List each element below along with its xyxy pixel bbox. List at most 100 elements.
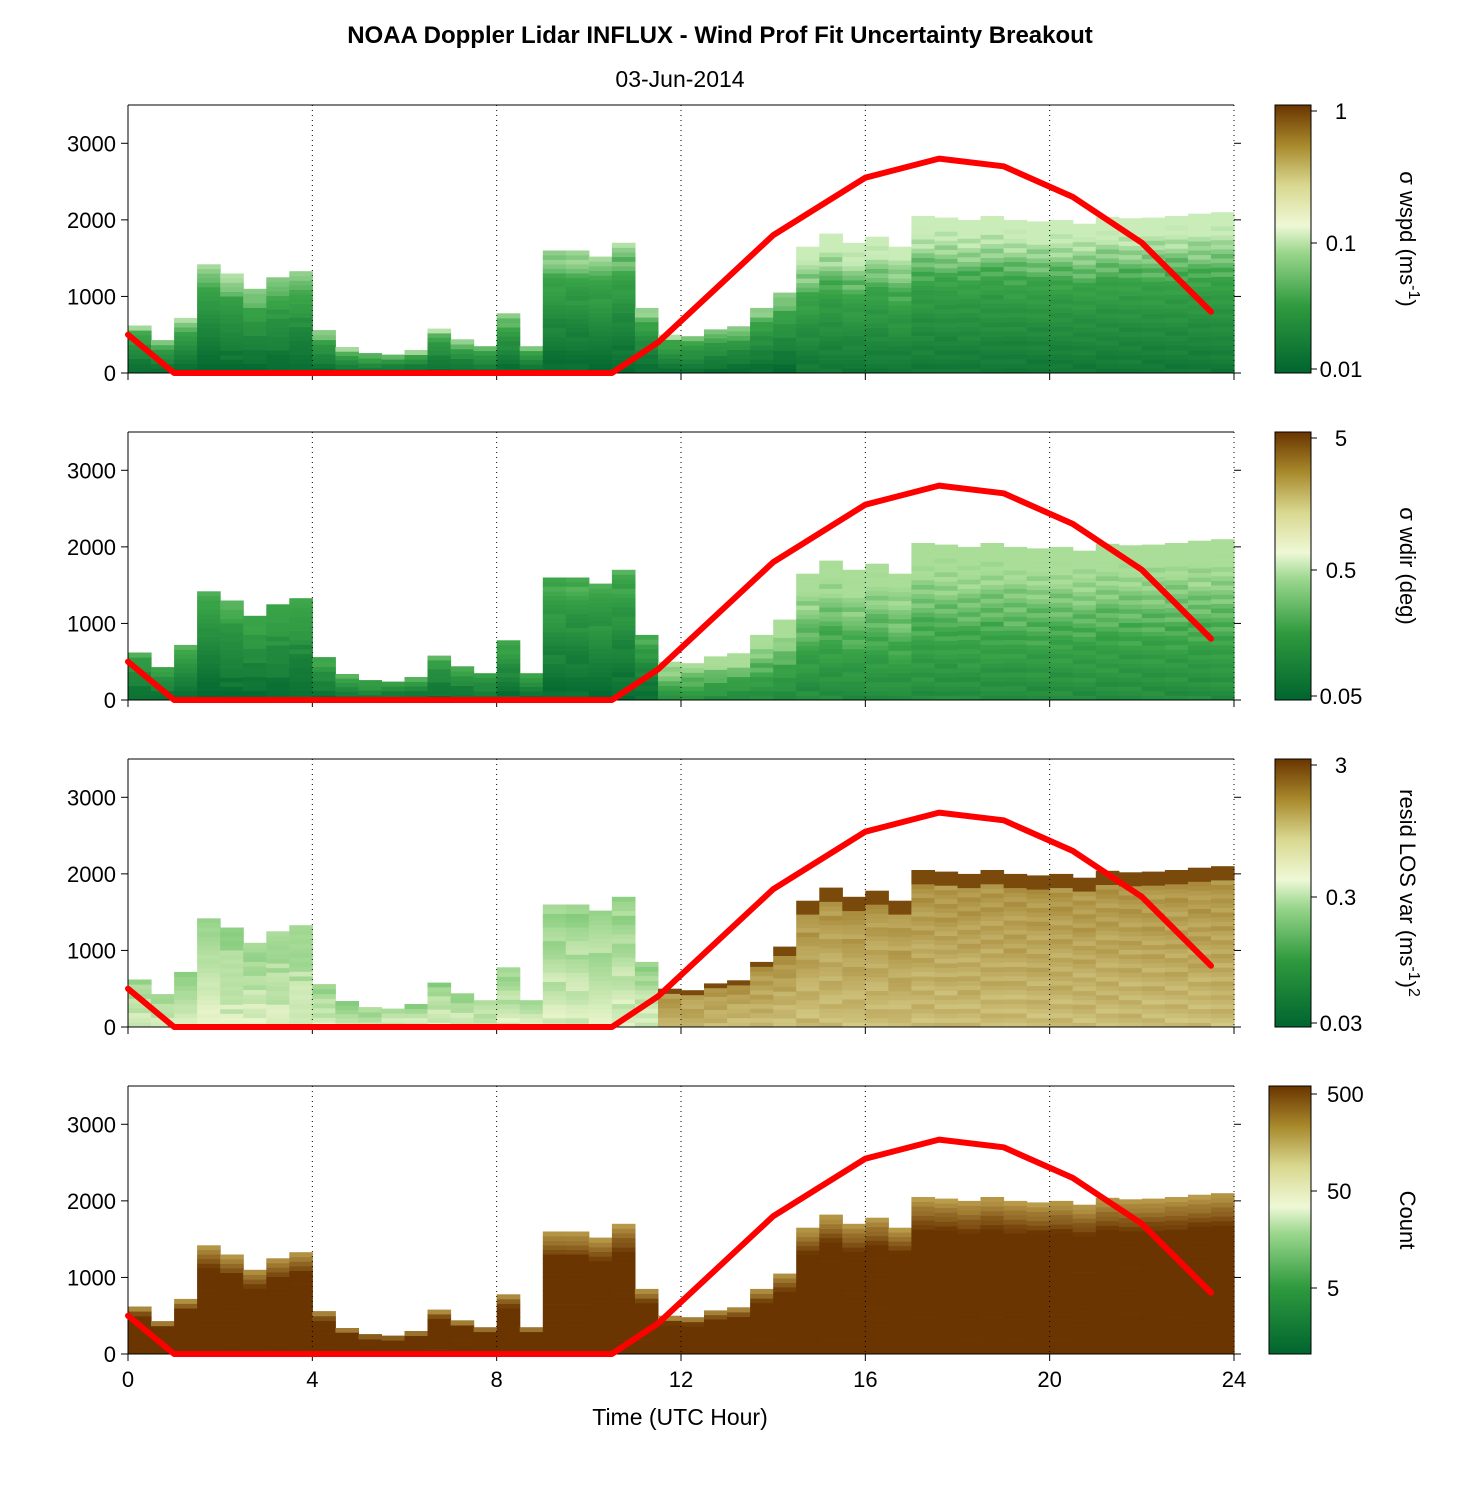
heatmap-cell — [542, 359, 567, 365]
heatmap-cell — [1164, 1008, 1189, 1014]
heatmap-cell — [796, 941, 820, 947]
heatmap-cell — [1211, 612, 1235, 618]
heatmap-cell — [611, 597, 636, 603]
heatmap-cell — [565, 654, 590, 660]
heatmap-cell — [1072, 341, 1097, 347]
heatmap-cell — [773, 968, 797, 974]
heatmap-cell — [496, 350, 521, 355]
heatmap-cell — [1049, 243, 1074, 249]
heatmap-cell — [1026, 1220, 1051, 1226]
heatmap-cell — [865, 1308, 889, 1314]
heatmap-cell — [197, 927, 221, 933]
heatmap-cell — [1026, 971, 1051, 977]
heatmap-cell — [289, 966, 313, 972]
heatmap-cell — [1072, 368, 1097, 374]
heatmap-cell — [1003, 584, 1028, 589]
heatmap-cell — [289, 1003, 313, 1009]
heatmap-cell — [1141, 613, 1166, 619]
heatmap-cell — [519, 1004, 544, 1010]
heatmap-cell — [773, 955, 797, 961]
heatmap-cell — [796, 345, 820, 351]
heatmap-cell — [704, 682, 728, 688]
heatmap-cell — [588, 1302, 613, 1308]
heatmap-cell — [611, 312, 636, 318]
heatmap-cell — [266, 322, 290, 328]
heatmap-cell — [565, 949, 590, 955]
heatmap-cell — [1003, 1228, 1028, 1234]
heatmap-column — [1003, 873, 1028, 1028]
heatmap-cell — [266, 1340, 290, 1346]
heatmap-cell — [243, 307, 267, 313]
heatmap-cell — [1095, 299, 1120, 305]
heatmap-cell — [957, 611, 982, 617]
heatmap-cell — [588, 961, 613, 967]
heatmap-cell — [220, 641, 244, 647]
heatmap-cell — [1164, 1349, 1189, 1355]
heatmap-cell — [1072, 945, 1097, 951]
heatmap-cell — [1072, 1304, 1097, 1310]
heatmap-cell — [1141, 1221, 1166, 1227]
heatmap-cell — [1049, 873, 1074, 879]
heatmap-cell — [1164, 920, 1189, 926]
heatmap-cell — [796, 645, 820, 651]
heatmap-cell — [197, 1277, 221, 1282]
heatmap-cell — [980, 1008, 1005, 1014]
heatmap-cell — [1003, 602, 1028, 608]
heatmap-cell — [1211, 1331, 1235, 1336]
heatmap-cell — [588, 938, 613, 944]
heatmap-cell — [1072, 237, 1097, 243]
heatmap-cell — [934, 240, 959, 246]
heatmap-cell — [796, 959, 820, 965]
heatmap-cell — [588, 915, 613, 921]
heatmap-cell — [1095, 893, 1120, 899]
heatmap-cell — [842, 280, 866, 285]
heatmap-cell — [1187, 227, 1212, 233]
heatmap-cell — [220, 941, 244, 946]
heatmap-cell — [220, 282, 244, 288]
heatmap-cell — [496, 322, 521, 328]
heatmap-cell — [197, 650, 221, 656]
heatmap-cell — [1187, 649, 1212, 655]
heatmap-cell — [1003, 1284, 1028, 1290]
heatmap-cell — [1164, 934, 1189, 940]
heatmap-cell — [819, 672, 843, 678]
heatmap-cell — [542, 286, 567, 292]
heatmap-cell — [1072, 595, 1097, 601]
heatmap-cell — [750, 1321, 774, 1327]
heatmap-cell — [1141, 944, 1166, 950]
heatmap-cell — [865, 695, 889, 701]
heatmap-cell — [588, 994, 613, 1000]
heatmap-cell — [1141, 1267, 1166, 1273]
heatmap-cell — [911, 893, 935, 899]
heatmap-cell — [565, 1290, 590, 1296]
heatmap-cell — [243, 625, 267, 631]
heatmap-cell — [611, 910, 636, 916]
heatmap-cell — [934, 672, 959, 678]
heatmap-cell — [957, 635, 982, 640]
heatmap-cell — [565, 300, 590, 306]
heatmap-cell — [1026, 1349, 1051, 1355]
heatmap-cell — [796, 327, 820, 333]
heatmap-cell — [427, 1322, 452, 1328]
heatmap-cell — [1187, 1208, 1212, 1214]
heatmap-cell — [911, 243, 935, 249]
heatmap-cell — [1095, 990, 1120, 996]
heatmap-cell — [842, 1344, 866, 1350]
heatmap-cell — [312, 1007, 336, 1014]
heatmap-cell — [611, 1321, 636, 1327]
heatmap-cell — [773, 1300, 797, 1306]
heatmap-cell — [1141, 663, 1166, 669]
heatmap-cell — [934, 245, 959, 250]
heatmap-cell — [1003, 1275, 1028, 1281]
heatmap-cell — [1164, 1234, 1189, 1239]
heatmap-cell — [819, 1008, 843, 1014]
heatmap-cell — [542, 618, 567, 624]
heatmap-cell — [819, 368, 843, 374]
heatmap-cell — [911, 686, 935, 692]
heatmap-cell — [865, 241, 889, 247]
heatmap-cell — [1072, 663, 1097, 669]
heatmap-cell — [243, 363, 267, 369]
heatmap-cell — [197, 659, 221, 665]
heatmap-cell — [565, 1249, 590, 1255]
heatmap-cell — [312, 334, 336, 341]
